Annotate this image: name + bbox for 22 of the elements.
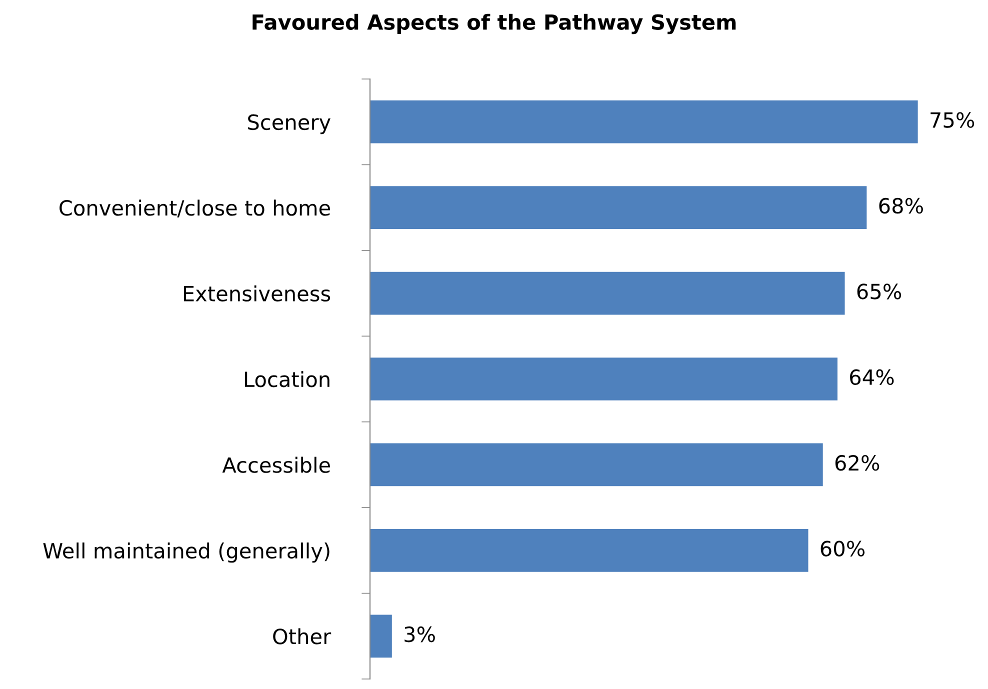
y-tick-label: Other [273,628,332,644]
data-label: 65% [857,284,902,300]
y-tick-label: Convenient/close to home [60,200,330,218]
data-label: 62% [835,455,880,471]
y-tick-label: Location [245,371,330,388]
y-tick-label: Well maintained (generally) [43,542,330,563]
y-tick-label: Accessible [222,456,330,473]
y-tick-label: Scenery [248,114,330,134]
bar [370,358,838,400]
bar [370,529,808,572]
data-label: 60% [820,540,865,556]
bar [370,272,845,315]
data-label: 75% [930,112,974,128]
data-label: 3% [404,626,435,642]
data-label: 64% [850,369,894,386]
bar [370,100,918,144]
chart-title: Favoured Aspects of the Pathway System [252,14,736,34]
bar [370,186,867,229]
y-tick-label: Extensiveness [184,285,330,302]
data-label: 68% [879,198,923,214]
bar [370,443,823,486]
bar [370,614,392,658]
